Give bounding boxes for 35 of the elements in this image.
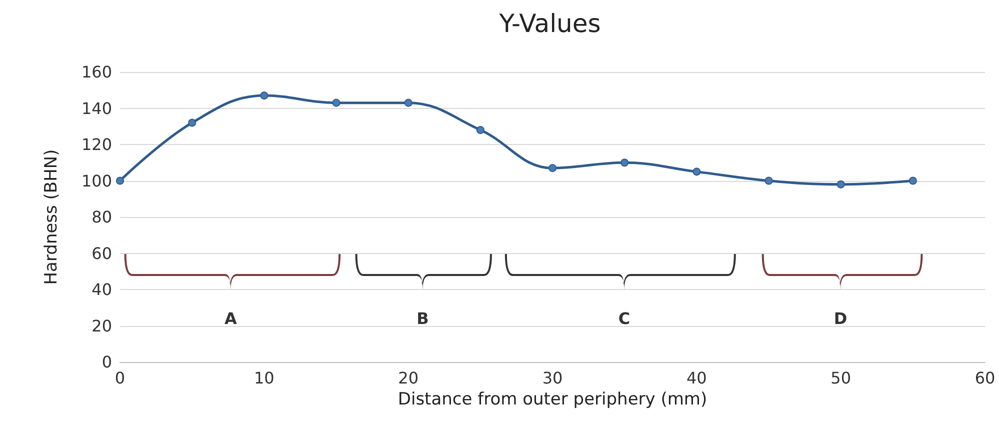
chart-title: Y-Values: [498, 9, 601, 38]
point: [476, 126, 484, 134]
y-tick-label: 120: [81, 135, 112, 154]
point: [836, 180, 845, 188]
point: [260, 92, 268, 100]
y-axis-title: Hardness (BHN): [42, 149, 62, 285]
y-tick-label: 80: [92, 208, 112, 226]
x-tick-label: 60: [974, 368, 996, 388]
y-tick-label: 140: [81, 98, 112, 118]
x-tick-label: 0: [114, 368, 126, 388]
point: [692, 168, 701, 176]
point: [908, 176, 917, 185]
x-axis-title: Distance from outer periphery (mm): [398, 389, 708, 410]
annotation: B: [416, 309, 429, 328]
point: [188, 118, 196, 127]
annotation: A: [224, 309, 238, 328]
y-tick-label: 40: [92, 280, 112, 299]
x-tick-label: 40: [686, 368, 707, 388]
point: [404, 98, 412, 107]
annotation: D: [834, 309, 848, 328]
point: [332, 98, 340, 107]
x-tick-label: 50: [830, 368, 852, 388]
x-tick-label: 10: [254, 368, 274, 388]
y-tick-label: 100: [81, 171, 112, 190]
y-tick-label: 60: [92, 244, 112, 263]
y-tick-label: 160: [81, 62, 112, 82]
point: [116, 176, 124, 185]
y-tick-label: 20: [92, 316, 112, 336]
x-tick-label: 20: [398, 368, 419, 388]
x-tick-label: 30: [542, 368, 563, 388]
point: [764, 176, 773, 185]
y-tick-label: 0: [102, 352, 112, 372]
point: [620, 158, 629, 167]
annotation: C: [618, 309, 630, 328]
point: [548, 164, 556, 172]
